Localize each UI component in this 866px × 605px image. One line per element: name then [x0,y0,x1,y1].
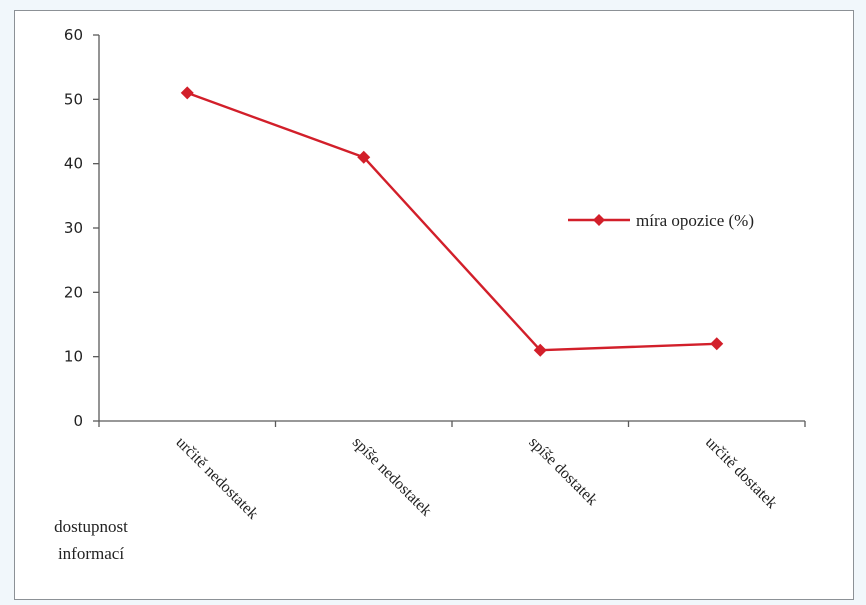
x-axis-title-line-2: informací [57,544,125,563]
axes: 0 10 20 30 40 50 60 určitě nedostatek spíše nedo… [64,26,806,523]
y-tick-label: 0 [73,412,83,430]
y-tick-label: 10 [64,348,83,366]
x-axis-title: dostupnost informací [37,513,145,567]
legend: míra opozice (%) [568,211,754,230]
legend-label: míra opozice (%) [636,211,754,230]
data-point [533,343,547,357]
y-tick-label: 20 [64,283,83,301]
line-chart: 0 10 20 30 40 50 60 určitě nedostatek spíše nedo… [64,26,806,523]
y-tick-label: 50 [64,90,83,108]
x-axis-title-line-1: dostupnost [54,517,128,536]
x-tick-label: spíše nedostatek [349,434,435,520]
series-line [186,91,717,352]
data-point [180,86,194,100]
y-tick-label: 30 [64,219,83,237]
legend-marker [593,214,605,226]
series-layer [180,86,724,357]
data-point [710,337,724,351]
x-tick-label: určitě nedostatek [172,434,261,523]
data-point [357,150,371,164]
x-tick-label: spíše dostatek [525,434,600,509]
y-tick-label: 40 [64,155,83,173]
chart-frame: 0 10 20 30 40 50 60 určitě nedostatek spíše nedo… [14,10,854,600]
y-tick-label: 60 [64,26,83,44]
x-tick-label: určitě dostatek [702,434,780,512]
